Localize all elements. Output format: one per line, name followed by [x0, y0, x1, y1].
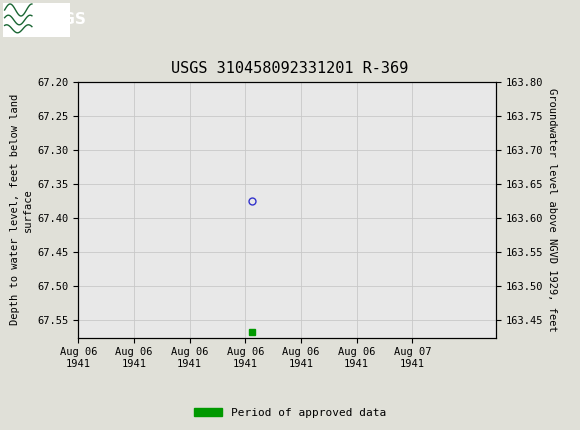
- Y-axis label: Depth to water level, feet below land
surface: Depth to water level, feet below land su…: [10, 94, 33, 325]
- Text: USGS: USGS: [39, 12, 86, 28]
- Bar: [3, 3, 70, 37]
- Text: USGS 310458092331201 R-369: USGS 310458092331201 R-369: [171, 61, 409, 77]
- Legend: Period of approved data: Period of approved data: [190, 403, 390, 422]
- Y-axis label: Groundwater level above NGVD 1929, feet: Groundwater level above NGVD 1929, feet: [548, 88, 557, 332]
